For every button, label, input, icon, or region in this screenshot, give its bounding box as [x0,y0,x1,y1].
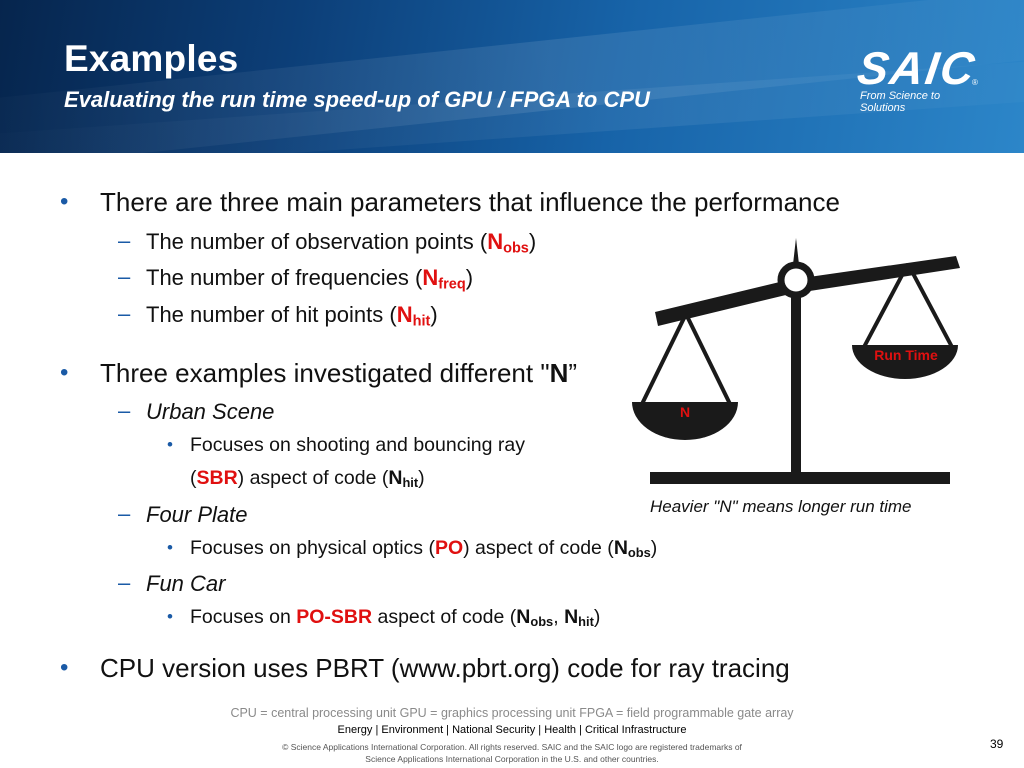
symbol-n: N [487,229,504,254]
sub-bullet-hit-points: The number of hit points (Nhit) [146,302,438,330]
bullet-parameters: There are three main parameters that inf… [100,187,840,218]
sub-bullet-marker: – [118,398,131,423]
right-pan [852,345,958,379]
symbol-subscript: freq [438,276,466,293]
open-paren: ( [190,467,197,489]
four-plate-detail: Focuses on physical optics (PO) aspect o… [190,537,657,560]
scale-pivot [777,261,815,299]
symbol-n: N [564,606,579,628]
left-pan-string [640,313,688,405]
left-pan-label: N [680,404,690,420]
bullet-three-examples: Three examples investigated different "N… [100,358,577,389]
symbol-subscript: hit [578,614,594,630]
slide-header: Examples Evaluating the run time speed-u… [0,0,1024,153]
sub-bullet-text: The number of hit points ( [146,302,397,327]
right-pan-label: Run Time [874,347,938,363]
separator: , [553,606,565,628]
sub-sub-bullet-marker: • [167,607,173,626]
figure-caption: Heavier "N" means longer run time [650,497,912,516]
closing-quote: ” [568,358,578,388]
left-pan-string [684,313,732,405]
symbol-n: N [516,606,531,628]
example-urban-scene: Urban Scene [146,399,275,424]
symbol-subscript: hit [402,475,419,491]
bullet-marker: • [60,654,69,681]
sub-sub-bullet-marker: • [167,435,173,454]
symbol-n: N [396,302,413,327]
acronym-sbr: SBR [196,467,238,489]
copyright-line-2: Science Applications International Corpo… [365,754,659,764]
closing-paren: ) [528,229,537,254]
symbol-subscript: obs [503,240,529,257]
closing-paren: ) [465,265,474,290]
scale-post [791,282,801,474]
sub-bullet-marker: – [118,228,131,253]
copyright-notice: © Science Applications International Cor… [0,741,1024,765]
bullet-pbrt: CPU version uses PBRT (www.pbrt.org) cod… [100,653,790,683]
page-number: 39 [990,737,1004,751]
example-fun-car: Fun Car [146,571,226,596]
bullet-text: There are three main parameters that inf… [100,187,840,217]
logo-registered-mark: ® [972,78,978,87]
closing-paren: ) [430,302,438,327]
closing-paren: ) [650,537,658,559]
slide-title: Examples [64,38,239,79]
scale-base [650,472,950,484]
example-four-plate: Four Plate [146,502,248,527]
saic-logo: SAIC ® From Science to Solutions [854,42,982,114]
right-pan-string [906,263,954,348]
detail-text: ) aspect of code ( [237,467,389,489]
symbol-n: N [422,265,439,290]
detail-text: aspect of code ( [372,606,517,628]
symbol-n: N [388,467,403,489]
symbol-subscript: hit [412,313,431,330]
business-sectors: Energy | Environment | National Security… [337,724,687,736]
urban-scene-detail-line2: (SBR) aspect of code (Nhit) [190,467,425,490]
bullet-text: Three examples investigated different " [100,358,550,388]
sub-bullet-marker: – [118,301,131,326]
slide-subtitle: Evaluating the run time speed-up of GPU … [64,87,650,112]
acronym-po-sbr: PO-SBR [296,606,373,628]
sub-bullet-marker: – [118,501,131,526]
bullet-marker: • [60,359,69,386]
fun-car-detail: Focuses on PO-SBR aspect of code (Nobs, … [190,606,600,629]
acronym-po: PO [434,537,464,559]
right-pan-string [862,263,910,348]
detail-text: ) aspect of code ( [463,537,614,559]
sub-sub-bullet-marker: • [167,538,173,557]
left-pan [632,402,738,440]
detail-text: Focuses on [190,606,297,628]
balance-scale-figure: N Run Time [632,238,960,484]
acronym-footnote: CPU = central processing unit GPU = grap… [230,706,794,720]
balance-scale-icon [632,238,960,484]
symbol-n: N [549,358,569,388]
symbol-subscript: obs [627,545,651,561]
bullet-marker: • [60,188,69,215]
sub-bullet-text: The number of frequencies ( [146,265,423,290]
detail-text: Focuses on physical optics ( [190,537,435,559]
logo-tagline: From Science to Solutions [860,90,941,114]
sub-bullet-observation-points: The number of observation points (Nobs) [146,229,537,257]
sub-bullet-marker: – [118,264,131,289]
copyright-line-1: © Science Applications International Cor… [282,742,742,752]
sub-bullet-marker: – [118,570,131,595]
symbol-subscript: obs [530,614,554,630]
closing-paren: ) [593,606,601,628]
urban-scene-detail-line1: Focuses on shooting and bouncing ray [190,434,525,456]
closing-paren: ) [418,467,425,489]
sub-bullet-frequencies: The number of frequencies (Nfreq) [146,265,474,293]
symbol-n: N [613,537,628,559]
sub-bullet-text: The number of observation points ( [146,229,488,254]
